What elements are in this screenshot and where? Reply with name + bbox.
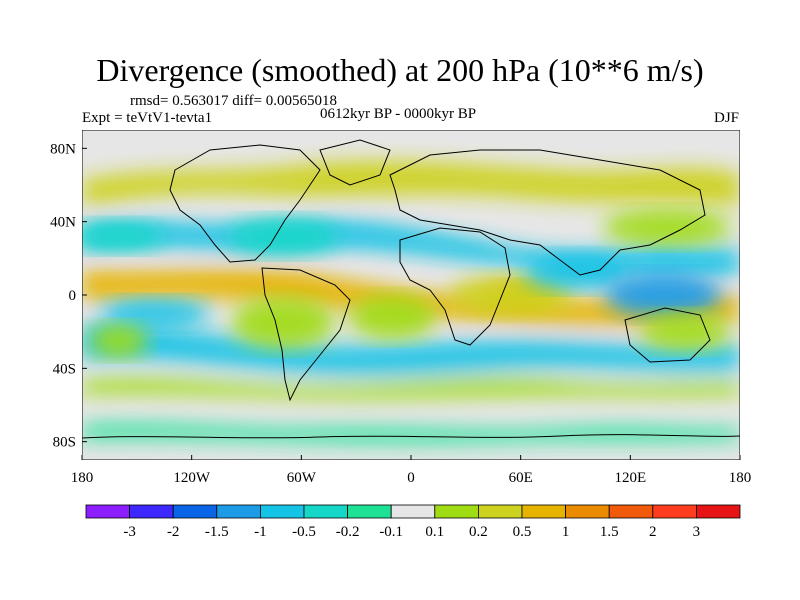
colorbar-label: 0.2 [469,524,488,540]
south-america-outline [261,267,351,402]
lon-tick-label: 180 [71,470,94,486]
colorbar-swatch [390,504,436,519]
colorbar-swatch [696,504,741,519]
band-5 [82,377,740,399]
anomaly-blob-pos-4 [602,208,731,246]
colorbar-swatch [85,504,130,519]
lon-tick-label: 0 [407,470,415,486]
africa-outline [399,227,511,346]
colorbar-label: -0.5 [292,524,316,540]
colorbar: -3 -2 -1.5 -1 -0.5 -0.2 -0.1 0.1 0.2 0.5 1 1.5 2 3 [85,504,741,540]
colorbar-swatch [129,504,174,519]
colorbar-swatch [608,504,654,519]
lon-tick-label: 60E [509,470,533,486]
colorbar-swatch [303,504,348,519]
band-4 [82,324,740,375]
anomaly-blob-pos-7 [231,296,335,349]
colorbar-label: -1 [254,524,267,540]
eurasia-outline [389,149,706,276]
colorbar-swatch [652,504,697,519]
colorbar-swatch [434,504,479,519]
band-1 [82,160,740,205]
lat-tick-label: 80S [53,435,76,451]
colorbar-label: -2 [167,524,180,540]
antarctica-outline [82,434,740,439]
colorbar-swatch [172,504,218,519]
lon-tick-label: 60W [287,470,317,486]
colorbar-swatch [565,504,610,519]
anomaly-blob-neg-8 [100,298,210,329]
map-field [82,130,740,460]
stats-line: rmsd= 0.563017 diff= 0.00565018 [130,93,338,109]
colorbar-label: -3 [123,524,136,540]
colorbar-swatch [521,504,566,519]
colorbar-label: 0.5 [513,524,532,540]
colorbar-label: 0.1 [425,524,444,540]
anomaly-blob-neg-3 [604,273,722,317]
colorbar-label: 3 [693,524,701,540]
colorbar-label: 1 [562,524,570,540]
lon-tick-label: 120E [614,470,646,486]
anomaly-blob-neg-6 [228,218,338,255]
colorbar-label: -0.2 [336,524,360,540]
lat-tick-label: 40S [53,361,76,377]
anomaly-blob-pos-10 [348,295,437,339]
colorbar-swatch [477,504,523,519]
lat-tick-label: 80N [50,141,76,157]
lon-tick-label: 180 [729,470,752,486]
season-label: DJF [714,110,740,126]
colorbar-swatch [259,504,305,519]
period-label: 0612kyr BP - 0000kyr BP [320,106,477,122]
experiment-label: Expt = teVtV1-tevta1 [82,110,213,126]
colorbar-label: 2 [649,524,657,540]
lat-tick-label: 0 [69,288,77,304]
coastlines [82,139,740,439]
north-america-outline [169,144,321,263]
band-6 [82,423,740,444]
australia-outline [624,307,711,363]
lat-tick-label: 40N [50,215,76,231]
colorbar-label: 1.5 [600,524,619,540]
anomaly-blobs [82,208,731,358]
colorbar-label: -0.1 [379,524,403,540]
colorbar-swatch [347,504,392,519]
colorbar-swatch [216,504,261,519]
lon-tick-label: 120W [173,470,211,486]
anomaly-blob-pos-11 [639,313,731,350]
colorbar-label: -1.5 [205,524,229,540]
page-title: Divergence (smoothed) at 200 hPa (10**6 … [96,52,704,88]
anomaly-blob-pos-9 [89,324,148,358]
anomaly-blob-neg-5 [82,221,165,251]
greenland-outline [319,139,391,186]
axes: 180 120W 60W 0 60E 120E 180 80N 40N 0 40S 80S [50,141,751,486]
